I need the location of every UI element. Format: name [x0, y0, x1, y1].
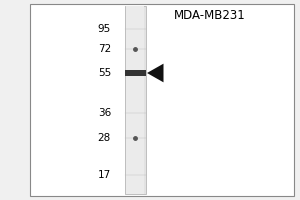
Text: 95: 95 [98, 24, 111, 34]
Bar [124, 70, 146, 76]
Polygon shape [147, 64, 164, 82]
Bar [30, 4, 294, 196]
Bar [124, 6, 146, 194]
Text: 55: 55 [98, 68, 111, 78]
Text: MDA-MB231: MDA-MB231 [174, 9, 246, 22]
Text: 72: 72 [98, 44, 111, 54]
Text: 17: 17 [98, 170, 111, 180]
Text: 36: 36 [98, 108, 111, 118]
Bar [126, 6, 144, 194]
Text: 28: 28 [98, 133, 111, 143]
